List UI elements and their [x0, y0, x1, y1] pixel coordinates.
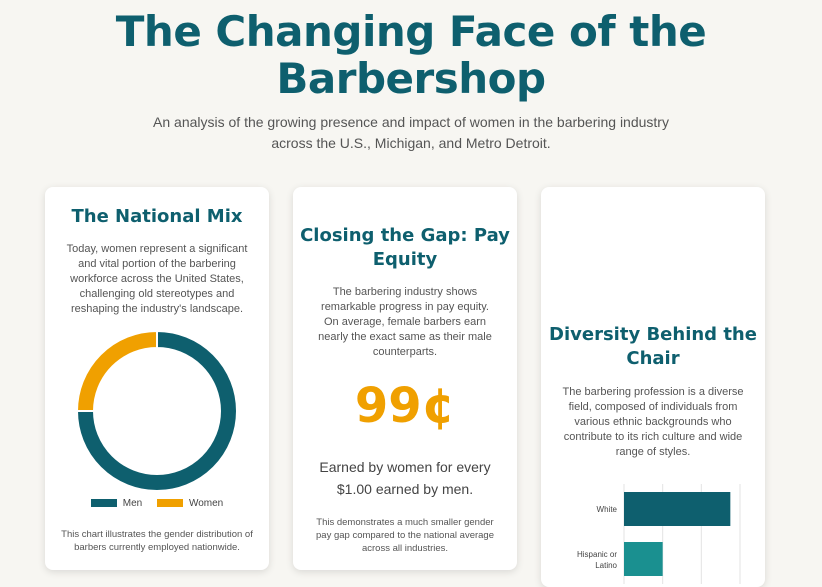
bar-white	[624, 492, 731, 526]
card-national-mix: The National Mix Today, women represent …	[45, 187, 269, 570]
card-national-body: Today, women represent a significant and…	[66, 243, 248, 315]
page-title: The Changing Face of the Barbershop	[0, 8, 822, 102]
card-pay-title-line1: Closing the Gap: Pay	[300, 225, 510, 246]
donut-slice-women	[75, 329, 158, 412]
gender-donut-chart	[75, 329, 238, 492]
card-pay-equity: Closing the Gap: Pay Equity The barberin…	[293, 187, 517, 570]
page-header: The Changing Face of the Barbershop An a…	[0, 8, 822, 154]
pay-equity-stat: 99¢	[354, 378, 456, 434]
donut-legend: Men Women	[45, 498, 269, 509]
card-pay-title: Closing the Gap: Pay Equity	[293, 224, 517, 272]
card-pay-note: This demonstrates a much smaller gender …	[316, 517, 494, 554]
ethnicity-bar-chart: White Hispanic or Latino	[577, 484, 741, 584]
bar-label: Hispanic or Latino	[577, 550, 618, 570]
donut-slice-men	[75, 329, 238, 492]
page-title-line2: Barbershop	[276, 54, 546, 103]
pay-equity-stat-caption: Earned by women for every $1.00 earned b…	[293, 456, 517, 500]
legend-swatch-men	[90, 499, 117, 508]
page-title-line1: The Changing Face of the	[115, 7, 707, 56]
card-diversity: Diversity Behind the Chair The barbering…	[541, 187, 765, 587]
legend-label-women: Women	[188, 498, 224, 509]
bar-label: White	[597, 505, 618, 514]
legend-item-women: Women	[156, 498, 224, 509]
card-pay-title-line2: Equity	[372, 249, 438, 270]
card-pay-body: The barbering industry shows remarkable …	[318, 286, 492, 358]
card-national-title: The National Mix	[71, 206, 243, 227]
legend-label-men: Men	[122, 498, 143, 509]
card-diversity-title-line2: Chair	[626, 348, 680, 369]
card-national-caption: This chart illustrates the gender distri…	[61, 529, 253, 553]
card-diversity-title: Diversity Behind the Chair	[541, 323, 765, 371]
legend-swatch-women	[156, 499, 183, 508]
card-diversity-body: The barbering profession is a diverse fi…	[562, 386, 744, 458]
stat-caption-line2: $1.00 earned by men.	[336, 481, 474, 497]
legend-item-men: Men	[90, 498, 143, 509]
page-subtitle: An analysis of the growing presence and …	[153, 114, 669, 151]
stat-caption-line1: Earned by women for every	[319, 459, 491, 475]
bar-hispanic-or-latino	[624, 542, 663, 576]
card-diversity-title-line1: Diversity Behind the	[549, 324, 757, 345]
